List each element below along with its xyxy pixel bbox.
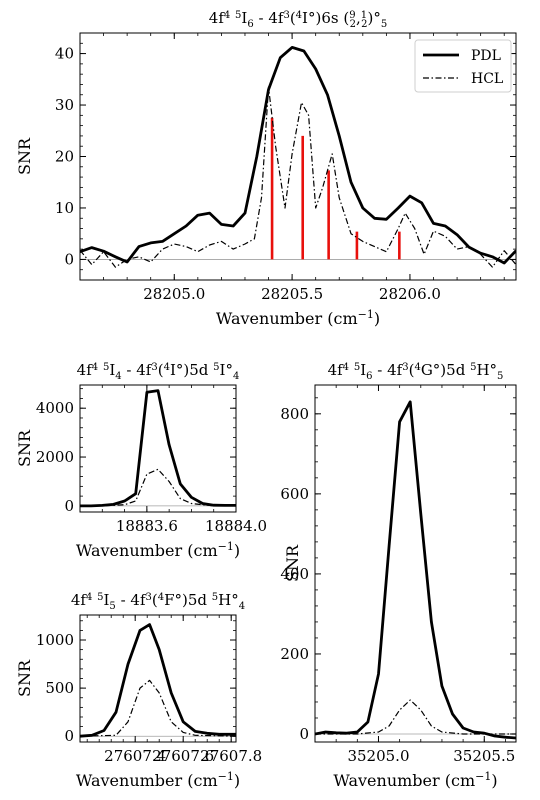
x-axis-label-sup: −1: [358, 308, 374, 321]
x-tick-label: 27607.4: [104, 747, 166, 765]
x-tick-label: 27607.8: [200, 747, 262, 765]
y-tick-label: 4000: [36, 399, 74, 417]
plot-frame: [79, 614, 237, 743]
x-axis-label-end: ): [491, 771, 497, 790]
x-axis-label-end: ): [234, 541, 240, 560]
series-hcl-line: [80, 86, 516, 268]
x-tick-label: 28205.5: [261, 285, 323, 303]
y-tick-label: 40: [55, 45, 74, 63]
y-tick-label: 0: [64, 250, 74, 268]
series-pdl-line: [80, 46, 516, 265]
plot-area: [80, 389, 236, 508]
y-tick-label: 0: [64, 497, 74, 515]
y-tick-label: 0: [64, 727, 74, 745]
y-tick-label: 600: [280, 485, 309, 503]
x-axis-label-sup: −1: [218, 540, 234, 553]
chart-title: 4f4 5I4 - 4f3(4I°)5d 5I°4: [77, 361, 240, 382]
series-pdl-line: [315, 400, 516, 740]
y-tick-label: 800: [280, 405, 309, 423]
y-tick-label: 10: [55, 199, 74, 217]
y-tick-label: 400: [280, 565, 309, 583]
plot-area: [80, 623, 236, 738]
x-axis-label: Wavenumber (cm−1): [333, 770, 497, 790]
series-pdl-line: [80, 623, 236, 738]
y-tick-label: 30: [55, 96, 74, 114]
y-tick-label: 200: [280, 645, 309, 663]
x-tick-label: 18883.6: [116, 517, 178, 535]
y-tick-label: 2000: [36, 448, 74, 466]
series-hcl-line: [80, 679, 236, 737]
y-axis-label: SNR: [283, 544, 302, 582]
chart-title: 4f4 5I5 - 4f3(4F°)5d 5H°4: [71, 591, 245, 612]
plot-frame: [79, 384, 237, 513]
x-axis-label: Wavenumber (cm−1): [76, 770, 240, 790]
chart-right: 35205.0 35205.5 0 200 400 600 800 4f4 5I6 - 4f3…: [280, 361, 517, 790]
x-axis-label-end: ): [374, 309, 380, 328]
legend-box: [414, 39, 512, 93]
plot-area: [80, 46, 516, 268]
series-hcl-line: [315, 699, 516, 735]
x-tick-label: 18884.0: [205, 517, 267, 535]
x-axis-label-sup: −1: [475, 770, 491, 783]
y-tick-label: 500: [45, 679, 74, 697]
y-axis-label: SNR: [15, 429, 34, 467]
chart-title: 4f4 5I6 - 4f3(4I°)6s (9 2,1 2)°5: [209, 9, 387, 30]
series-pdl-line: [80, 389, 236, 508]
y-tick-label: 1000: [36, 631, 74, 649]
chart-title: 4f4 5I6 - 4f3(4G°)5d 5H°5: [328, 361, 504, 382]
y-tick-label: 20: [55, 148, 74, 166]
chart-top: 28205.0 28205.5 28206.0 0 10 20 30 40 4f4 5I6 - …: [15, 9, 517, 328]
x-axis-label: Wavenumber (cm−1): [216, 308, 380, 328]
series-hcl-line: [80, 468, 236, 507]
x-tick-label: 28206.0: [379, 285, 441, 303]
plot-frame: [314, 384, 517, 743]
x-axis-label-end: ): [234, 771, 240, 790]
x-tick-label: 35205.0: [347, 747, 409, 765]
x-tick-label: 35205.5: [453, 747, 515, 765]
legend-label-pdl: PDL: [471, 48, 501, 64]
x-axis-label: Wavenumber (cm−1): [76, 540, 240, 560]
y-tick-label: 0: [299, 725, 309, 743]
plot-area: [315, 400, 516, 740]
legend-label-hcl: HCL: [471, 71, 503, 87]
x-axis-label-sup: −1: [218, 770, 234, 783]
x-tick-label: 28205.0: [143, 285, 205, 303]
y-axis-label: SNR: [15, 659, 34, 697]
x-tick-label: 27607.6: [152, 747, 214, 765]
y-axis-label: SNR: [15, 137, 34, 175]
